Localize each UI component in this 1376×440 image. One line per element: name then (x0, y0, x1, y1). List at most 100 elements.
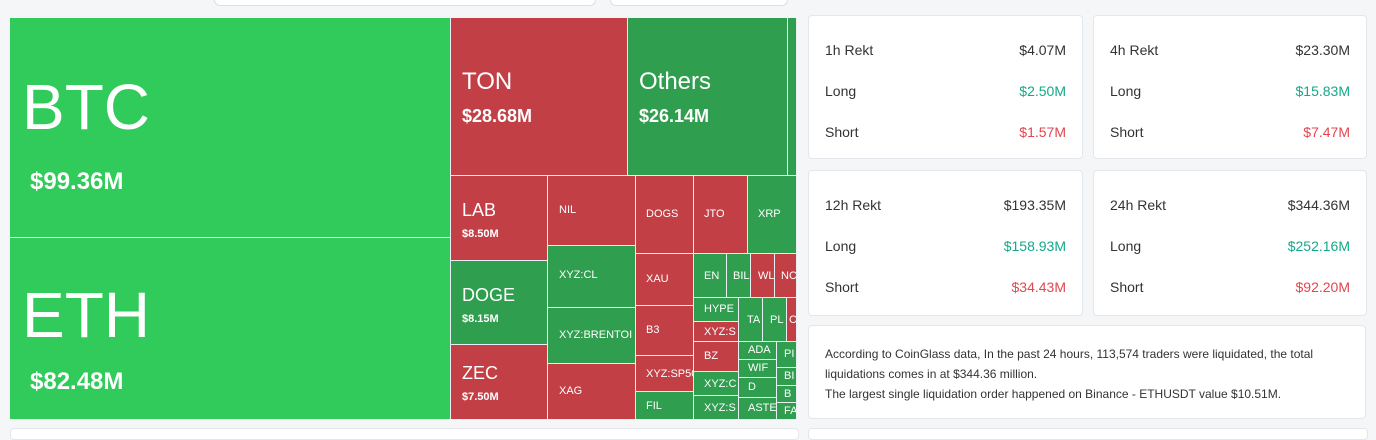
tile-xyz-s-2[interactable]: XYZ:S (694, 396, 739, 420)
tile-b[interactable]: B (777, 386, 797, 403)
tile-pl[interactable]: PL (763, 298, 787, 342)
tile-aste[interactable]: ASTE (739, 398, 777, 420)
tile-zec[interactable]: ZEC $7.50M (451, 345, 548, 420)
tile-symbol: EN (704, 270, 720, 282)
tile-xyz-s-1[interactable]: XYZ:S (694, 322, 739, 342)
tile-symbol: HYPE (704, 303, 734, 315)
tile-symbol: XAU (646, 273, 669, 285)
tile-symbol: B3 (646, 324, 660, 336)
liquidation-heatmap: BTC $99.36M ETH $82.48M TON $28.68M Othe… (10, 18, 797, 420)
stat-row-total: 24h Rekt $344.36M (1110, 197, 1350, 217)
tile-ada[interactable]: ADA (739, 342, 777, 360)
top-select-right[interactable] (610, 0, 788, 6)
tile-jto[interactable]: JTO (694, 176, 748, 254)
tile-value: $82.48M (30, 368, 124, 395)
stat-long-label: Long (825, 238, 857, 254)
bottom-panel-right (808, 428, 1368, 440)
stat-title: 24h Rekt (1110, 197, 1167, 213)
tile-symbol: ASTE (748, 402, 777, 414)
top-select-left[interactable] (214, 0, 596, 6)
tile-symbol: XAG (559, 385, 583, 397)
stat-short-label: Short (825, 124, 859, 140)
stat-long-value: $15.83M (1295, 83, 1350, 99)
stat-short-label: Short (1110, 279, 1144, 295)
tile-pi[interactable]: PI (777, 342, 797, 368)
stat-long-label: Long (1110, 83, 1142, 99)
tile-bil[interactable]: BIL (727, 254, 751, 298)
stat-short-value: $7.47M (1303, 124, 1350, 140)
tile-d[interactable]: D (739, 378, 777, 398)
tile-bz[interactable]: BZ (694, 342, 739, 372)
tile-symbol: DOGE (462, 285, 516, 305)
tile-value: $99.36M (30, 168, 124, 195)
stat-card-1h: 1h Rekt $4.07M Long $2.50M Short $1.57M (808, 15, 1083, 159)
tile-value: $8.15M (462, 313, 499, 325)
tile-fa[interactable]: FA (777, 403, 797, 420)
tile-wl[interactable]: WL (751, 254, 775, 298)
tile-value: $26.14M (639, 106, 710, 126)
tile-symbol: XYZ:BRENTOI (559, 329, 633, 341)
tile-c[interactable]: C (787, 298, 797, 342)
tile-xau[interactable]: XAU (636, 254, 694, 306)
tile-ton[interactable]: TON $28.68M (451, 18, 628, 176)
stat-total: $4.07M (1019, 42, 1066, 58)
tile-symbol: NIL (559, 204, 577, 216)
tile-btc[interactable]: BTC $99.36M (10, 18, 451, 238)
tile-symbol: FIL (646, 400, 662, 412)
summary-line-2: The largest single liquidation order hap… (825, 387, 1282, 401)
stat-short-value: $34.43M (1011, 279, 1066, 295)
tile-ena[interactable]: EN (694, 254, 727, 298)
tile-nil[interactable]: NIL (548, 176, 636, 246)
stat-card-24h: 24h Rekt $344.36M Long $252.16M Short $92.2… (1093, 170, 1367, 316)
stat-row-long: Long $252.16M (1110, 238, 1350, 258)
tile-symbol: PI (784, 348, 795, 360)
stat-row-total: 4h Rekt $23.30M (1110, 42, 1350, 62)
tile-symbol: D (748, 381, 756, 393)
tile-nc[interactable]: NC (775, 254, 797, 298)
tile-others-sliver[interactable] (788, 18, 797, 176)
tile-xag[interactable]: XAG (548, 364, 636, 420)
tile-symbol: XYZ:S (704, 326, 736, 338)
liquidation-summary: According to CoinGlass data, In the past… (808, 325, 1366, 419)
tile-ta[interactable]: TA (739, 298, 763, 342)
stat-short-label: Short (1110, 124, 1144, 140)
bottom-panel-left (10, 428, 799, 440)
tile-value: $7.50M (462, 391, 499, 403)
tile-symbol: XYZ:C (704, 378, 737, 390)
tile-xrp[interactable]: XRP (748, 176, 797, 254)
tile-dogs[interactable]: DOGS (636, 176, 694, 254)
stat-row-long: Long $158.93M (825, 238, 1066, 258)
tile-symbol: WIF (748, 362, 769, 374)
stat-short-label: Short (825, 279, 859, 295)
stat-row-short: Short $7.47M (1110, 124, 1350, 144)
tile-xyz-sp500[interactable]: XYZ:SP50 (636, 356, 694, 392)
stat-title: 4h Rekt (1110, 42, 1159, 58)
tile-fil[interactable]: FIL (636, 392, 694, 420)
stat-row-total: 12h Rekt $193.35M (825, 197, 1066, 217)
tile-bi[interactable]: BI (777, 368, 797, 386)
tile-xyz-brentoil[interactable]: XYZ:BRENTOI (548, 308, 636, 364)
tile-lab[interactable]: LAB $8.50M (451, 176, 548, 261)
tile-symbol: TON (462, 68, 513, 95)
tile-symbol: Others (639, 68, 712, 95)
tile-xyz-c[interactable]: XYZ:C (694, 372, 739, 396)
tile-xyz-cl[interactable]: XYZ:CL (548, 246, 636, 308)
stat-long-label: Long (825, 83, 857, 99)
tile-b3[interactable]: B3 (636, 306, 694, 356)
stat-total: $193.35M (1003, 197, 1066, 213)
stat-row-long: Long $2.50M (825, 83, 1066, 103)
tile-symbol: B (784, 388, 792, 400)
tile-symbol: ADA (748, 344, 771, 356)
tile-symbol: XYZ:SP50 (646, 368, 694, 380)
stat-title: 12h Rekt (825, 197, 882, 213)
tile-symbol: BIL (733, 270, 750, 282)
tile-symbol: C (789, 314, 797, 326)
tile-doge[interactable]: DOGE $8.15M (451, 261, 548, 345)
tile-symbol: LAB (462, 200, 497, 220)
tile-eth[interactable]: ETH $82.48M (10, 238, 451, 420)
tile-others[interactable]: Others $26.14M (628, 18, 788, 176)
tile-wif[interactable]: WIF (739, 360, 777, 378)
stat-long-value: $2.50M (1019, 83, 1066, 99)
tile-symbol: PL (770, 314, 784, 326)
tile-hype[interactable]: HYPE (694, 298, 739, 322)
